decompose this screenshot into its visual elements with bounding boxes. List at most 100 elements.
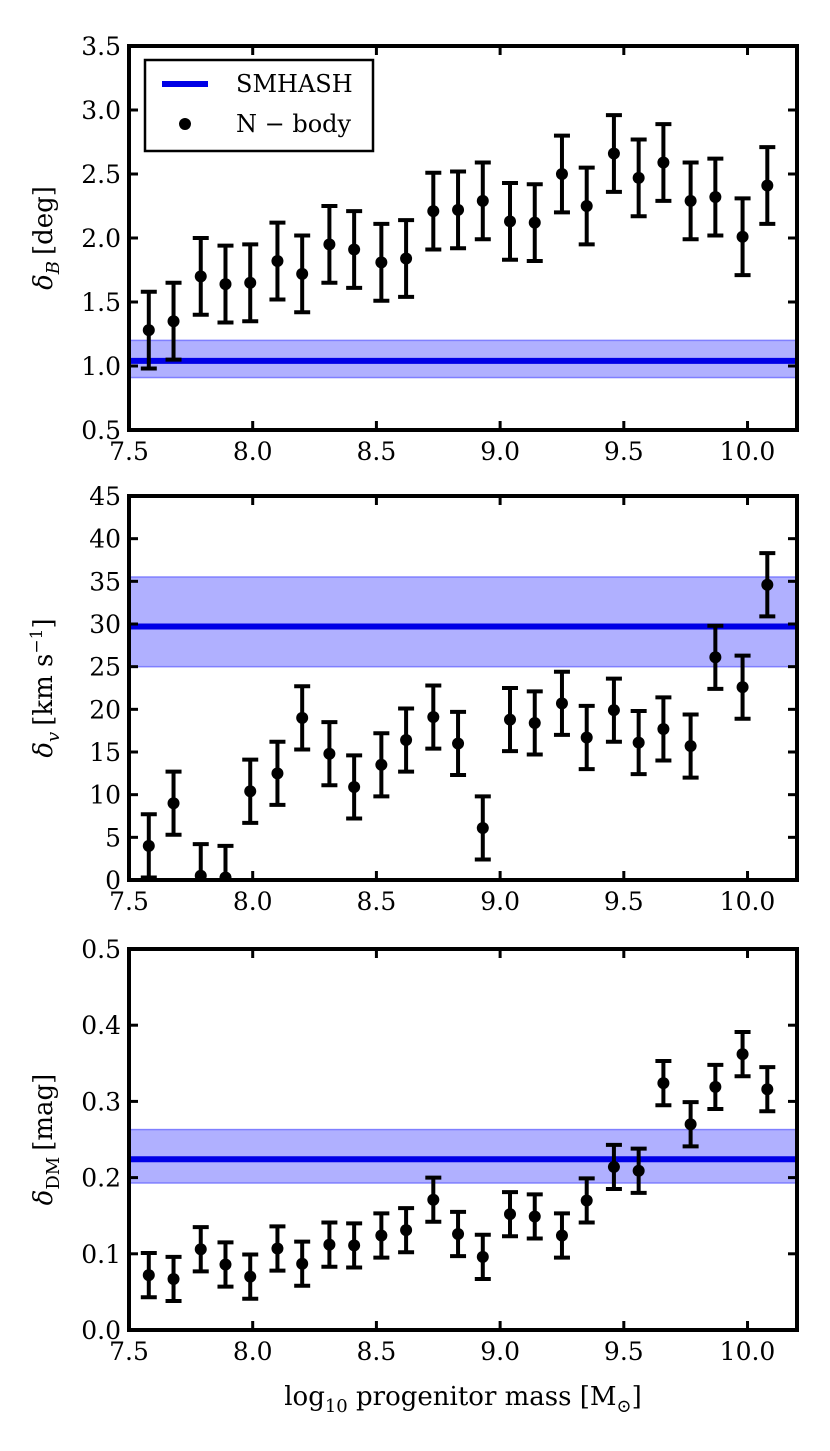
y-tick-label: 20 bbox=[89, 695, 121, 724]
smhash-band bbox=[129, 576, 797, 668]
data-point bbox=[398, 706, 415, 774]
point-marker bbox=[684, 740, 697, 753]
data-point bbox=[450, 1209, 467, 1259]
x-label-log: log bbox=[284, 1382, 325, 1412]
data-point bbox=[346, 1221, 363, 1270]
legend-entry-label: N − body bbox=[236, 110, 352, 138]
data-point bbox=[578, 703, 595, 772]
data-point bbox=[474, 794, 491, 862]
point-marker bbox=[657, 1077, 670, 1090]
data-point bbox=[734, 196, 751, 278]
data-point bbox=[630, 709, 647, 777]
point-marker bbox=[142, 839, 155, 852]
point-marker bbox=[736, 681, 749, 694]
y-label-unit: [km s bbox=[29, 654, 59, 726]
y-tick-label: 0.4 bbox=[81, 1011, 121, 1040]
x-label-close: ] bbox=[632, 1382, 642, 1412]
x-tick-label: 8.5 bbox=[357, 437, 397, 466]
x-label-subscript-sun: ⊙ bbox=[617, 1396, 632, 1417]
point-marker bbox=[709, 1080, 722, 1093]
point-marker bbox=[244, 1270, 257, 1283]
point-marker bbox=[167, 797, 180, 810]
y-tick-label: 2.5 bbox=[81, 160, 121, 189]
point-marker bbox=[761, 179, 774, 192]
x-tick-label: 9.0 bbox=[480, 887, 520, 916]
data-point bbox=[242, 1252, 259, 1301]
data-point bbox=[655, 122, 672, 203]
x-tick-label: 8.5 bbox=[357, 887, 397, 916]
x-label-subscript: 10 bbox=[325, 1396, 348, 1417]
data-point bbox=[425, 683, 442, 751]
data-point bbox=[294, 684, 311, 752]
point-marker bbox=[427, 205, 440, 218]
data-point bbox=[373, 1211, 390, 1260]
data-point bbox=[605, 676, 622, 744]
point-marker bbox=[348, 243, 361, 256]
plot-area bbox=[129, 113, 797, 379]
point-marker bbox=[580, 731, 593, 744]
point-marker bbox=[632, 171, 645, 184]
data-point bbox=[553, 669, 570, 737]
point-marker bbox=[244, 785, 257, 798]
x-tick-label: 10.0 bbox=[720, 887, 776, 916]
point-marker bbox=[375, 256, 388, 269]
y-tick-label: 3.0 bbox=[81, 96, 121, 125]
data-point bbox=[707, 1062, 724, 1112]
data-point bbox=[269, 220, 286, 302]
point-marker bbox=[607, 704, 620, 717]
data-point bbox=[140, 289, 157, 371]
point-marker bbox=[323, 238, 336, 251]
data-point bbox=[734, 653, 751, 721]
y-tick-label: 5 bbox=[105, 823, 121, 852]
point-marker bbox=[271, 1242, 284, 1255]
data-point bbox=[140, 812, 157, 880]
y-label-unit: [mag] bbox=[29, 1074, 59, 1151]
y-tick-label: 25 bbox=[89, 653, 121, 682]
data-point bbox=[759, 145, 776, 226]
data-point bbox=[165, 280, 182, 362]
panel-delta-v: 7.5 8.0 8.5 9.0 9.5 10.0 0 5 10 15 20 25 30 35 40 45 δv [… bbox=[27, 482, 799, 916]
x-tick-label: 8.0 bbox=[233, 887, 273, 916]
x-tick-label: 7.5 bbox=[109, 1337, 149, 1366]
y-tick-label: 35 bbox=[89, 567, 121, 596]
legend-entry-label: SMHASH bbox=[236, 70, 353, 98]
axes-frame bbox=[127, 494, 799, 882]
data-point bbox=[502, 180, 519, 262]
point-marker bbox=[142, 324, 155, 337]
data-point bbox=[321, 204, 338, 285]
x-axis-label: log10 progenitor mass [M⊙] bbox=[284, 1382, 642, 1417]
y-label-unit: [deg] bbox=[29, 186, 59, 255]
legend: SMHASH N − body bbox=[143, 58, 375, 153]
data-point bbox=[373, 731, 390, 799]
data-point bbox=[217, 243, 234, 325]
point-marker bbox=[555, 1229, 568, 1242]
y-tick-label: 1.0 bbox=[81, 352, 121, 381]
point-marker bbox=[528, 216, 541, 229]
series-nbody bbox=[140, 551, 776, 880]
data-point bbox=[294, 1239, 311, 1288]
point-marker bbox=[528, 716, 541, 729]
y-axis-label: δv [km s−1] bbox=[27, 618, 64, 757]
point-marker bbox=[504, 713, 517, 726]
point-marker bbox=[684, 1118, 697, 1131]
point-marker bbox=[632, 736, 645, 749]
point-marker bbox=[452, 1227, 465, 1240]
point-marker bbox=[452, 737, 465, 750]
point-marker bbox=[709, 191, 722, 204]
point-marker bbox=[167, 315, 180, 328]
data-point bbox=[217, 843, 234, 880]
y-label-symbol: δ bbox=[29, 1190, 59, 1206]
data-point bbox=[553, 133, 570, 215]
data-point bbox=[192, 842, 209, 880]
point-marker bbox=[323, 1238, 336, 1251]
x-tick-label: 10.0 bbox=[720, 1337, 776, 1366]
y-label-subscript: v bbox=[43, 732, 64, 742]
point-marker bbox=[296, 267, 309, 280]
data-point bbox=[321, 720, 338, 788]
y-tick-label: 0.5 bbox=[81, 935, 121, 964]
data-point bbox=[630, 1146, 647, 1195]
point-marker bbox=[375, 758, 388, 771]
point-marker bbox=[709, 651, 722, 664]
data-point bbox=[165, 769, 182, 837]
data-point bbox=[269, 1224, 286, 1273]
